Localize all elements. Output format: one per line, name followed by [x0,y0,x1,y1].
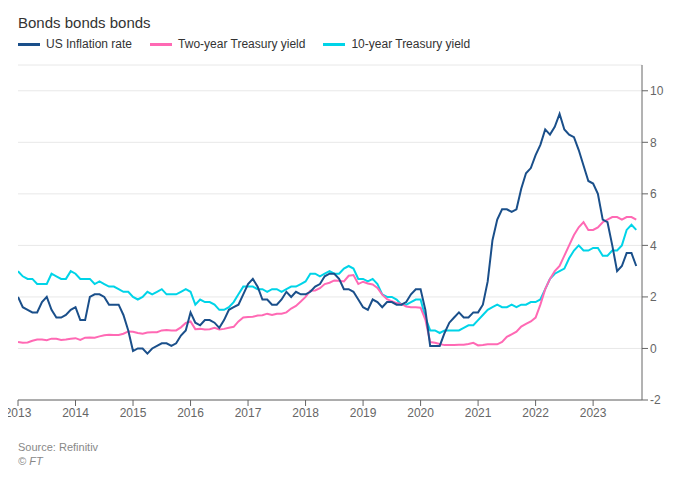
svg-text:2020: 2020 [407,406,434,420]
svg-text:2015: 2015 [120,406,147,420]
svg-text:2022: 2022 [522,406,549,420]
html-text:© FT: © FT [18,455,43,467]
svg-text:2: 2 [650,290,657,304]
html-text:Two-year Treasury yield: Two-year Treasury yield [178,37,306,51]
svg-text:10: 10 [650,84,664,98]
html-text:US Inflation rate: US Inflation rate [46,37,132,51]
html-text:Bonds bonds bonds: Bonds bonds bonds [18,14,151,31]
svg-text:8: 8 [650,136,657,150]
svg-text:0: 0 [650,342,657,356]
svg-text:2018: 2018 [292,406,319,420]
svg-text:2021: 2021 [465,406,492,420]
svg-text:6: 6 [650,187,657,201]
svg-text:2014: 2014 [62,406,89,420]
svg-text:2017: 2017 [235,406,262,420]
svg-text:-2: -2 [650,393,661,407]
html-text:Source: Refinitiv: Source: Refinitiv [18,441,99,453]
svg-text:4: 4 [650,239,657,253]
html-text:10-year Treasury yield: 10-year Treasury yield [351,37,471,51]
svg-text:2016: 2016 [177,406,204,420]
svg-text:2023: 2023 [580,406,607,420]
svg-text:2019: 2019 [350,406,377,420]
svg-text:2013: 2013 [8,406,32,420]
